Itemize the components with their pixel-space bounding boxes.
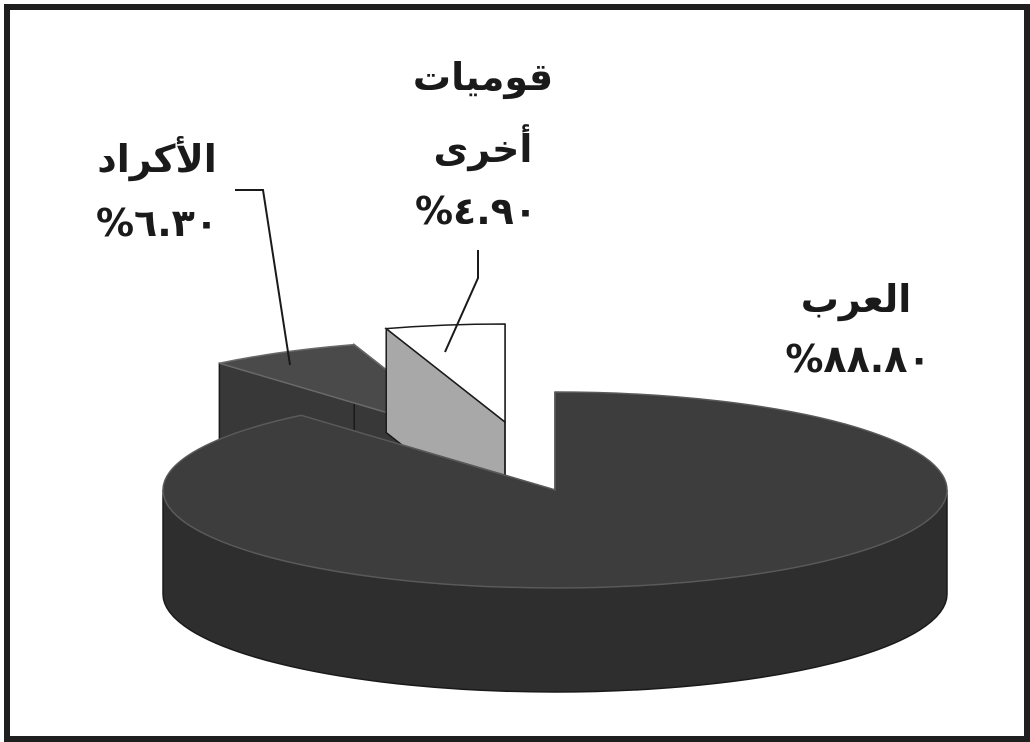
pie-slice-0-top bbox=[162, 391, 948, 589]
label-kurds-value: %٦.٣٠ bbox=[96, 201, 218, 245]
pie-layer bbox=[162, 323, 948, 693]
label-others-value: %٤.٩٠ bbox=[415, 189, 537, 233]
label-others-name-line1: قوميات bbox=[413, 55, 553, 99]
label-others-name-line2: أخرى bbox=[434, 124, 533, 171]
label-kurds-name: الأكراد bbox=[97, 135, 217, 181]
leader-line-others bbox=[444, 250, 479, 353]
leader-line-kurds bbox=[235, 189, 291, 366]
pie-slice-0 bbox=[162, 391, 948, 693]
pie-slice-2-top bbox=[384, 323, 506, 424]
label-arabs-name: العرب bbox=[801, 277, 912, 321]
label-arabs-value: %٨٨.٨٠ bbox=[785, 337, 930, 381]
